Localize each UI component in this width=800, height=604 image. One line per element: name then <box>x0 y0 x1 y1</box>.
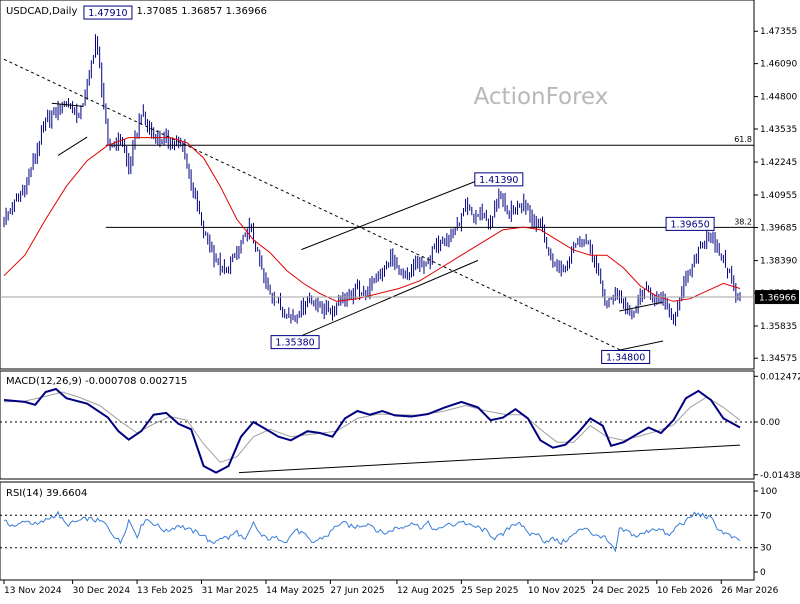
x-tick-label-11: 26 Mar 2026 <box>721 586 778 596</box>
macd-line <box>3 387 741 474</box>
price-annotation-box-0 <box>83 5 133 20</box>
rsi-line <box>3 510 741 553</box>
price-y-tick-label-10: 1.34575 <box>760 354 797 364</box>
watermark: ActionForex <box>474 84 609 110</box>
price-annotation-label-2: 1.41390 <box>479 175 518 186</box>
rsi-plot: 100 70 30 0 <box>0 487 777 578</box>
rsi-y-tick-label-0: 100 <box>760 487 777 497</box>
x-tick-label-3: 31 Mar 2025 <box>202 586 259 596</box>
x-tick-label-8: 10 Nov 2025 <box>528 586 586 596</box>
chart-header-ohlc: 1.36871 1.37085 1.36857 1.36966 <box>92 6 267 17</box>
x-tick-label-1: 30 Dec 2024 <box>73 586 131 596</box>
rsi-header: RSI(14) 39.6604 <box>6 488 87 499</box>
price-annotation-label-0: 1.47910 <box>88 8 127 19</box>
price-trendline-2 <box>301 173 495 251</box>
last-price-label: 1.36966 <box>759 294 796 304</box>
price-y-tick-label-1: 1.46090 <box>760 60 797 70</box>
macd-plot: 0.012472 0.00 -0.014389 <box>0 372 800 481</box>
price-panel-frame <box>0 0 755 370</box>
x-tick-label-9: 24 Dec 2025 <box>592 586 650 596</box>
price-trendline-0 <box>3 58 626 353</box>
macd-panel-frame <box>0 370 755 480</box>
x-tick-label-5: 27 Jun 2025 <box>330 586 384 596</box>
price-annotation-box-1 <box>270 335 320 350</box>
price-trendline-5 <box>51 102 84 107</box>
x-tick-label-2: 13 Feb 2025 <box>137 586 193 596</box>
x-tick-label-10: 10 Feb 2026 <box>657 586 713 596</box>
price-trendline-1 <box>301 259 479 337</box>
macd-y-tick-label-1: 0.00 <box>760 418 780 428</box>
price-annotation-box-4 <box>665 216 715 231</box>
x-tick-label-4: 14 May 2025 <box>266 586 325 596</box>
moving-average-line <box>3 137 741 302</box>
last-price-box <box>755 290 799 305</box>
price-plot: 1.47355 1.46090 1.44800 1.43535 1.42245 1.409… <box>0 5 799 364</box>
price-annotation-label-4: 1.39650 <box>670 219 709 230</box>
rsi-panel-frame <box>0 481 755 581</box>
x-tick-label-6: 12 Aug 2025 <box>397 586 455 596</box>
price-trendline-6 <box>57 136 88 156</box>
fib-level-label-1: 38.2 <box>734 217 752 226</box>
macd-y-tick-label-0: 0.012472 <box>760 372 800 382</box>
price-trendline-3 <box>619 340 664 351</box>
rsi-y-tick-label-3: 0 <box>760 568 766 578</box>
price-annotation-box-3 <box>601 349 651 364</box>
price-y-tick-label-9: 1.35835 <box>760 322 797 332</box>
price-annotation-label-1: 1.35380 <box>275 338 314 349</box>
x-tick-label-7: 25 Sep 2025 <box>461 586 518 596</box>
macd-header: MACD(12,26,9) -0.000708 0.002715 <box>6 376 187 387</box>
price-y-tick-label-2: 1.44800 <box>760 93 797 103</box>
price-y-tick-label-5: 1.40955 <box>760 191 797 201</box>
price-trendline-4 <box>619 301 664 312</box>
rsi-y-tick-label-1: 70 <box>760 511 772 521</box>
x-axis: 13 Nov 2024 30 Dec 2024 13 Feb 2025 31 Mar … <box>3 580 779 596</box>
x-tick-label-0: 13 Nov 2024 <box>4 586 62 596</box>
fib-level-label-0: 61.8 <box>734 135 752 144</box>
price-y-tick-label-3: 1.43535 <box>760 125 797 135</box>
price-y-tick-label-4: 1.42245 <box>760 158 797 168</box>
chart-header-symbol: USDCAD,Daily <box>6 6 77 17</box>
price-annotation-label-3: 1.34800 <box>606 352 645 363</box>
macd-y-tick-label-2: -0.014389 <box>760 471 800 481</box>
macd-trendline <box>238 444 741 474</box>
price-y-tick-label-6: 1.39685 <box>760 223 797 233</box>
price-annotation-box-2 <box>474 172 524 187</box>
rsi-y-tick-label-2: 30 <box>760 544 772 554</box>
price-y-tick-label-7: 1.38390 <box>760 257 797 267</box>
price-y-tick-label-0: 1.47355 <box>760 27 797 37</box>
